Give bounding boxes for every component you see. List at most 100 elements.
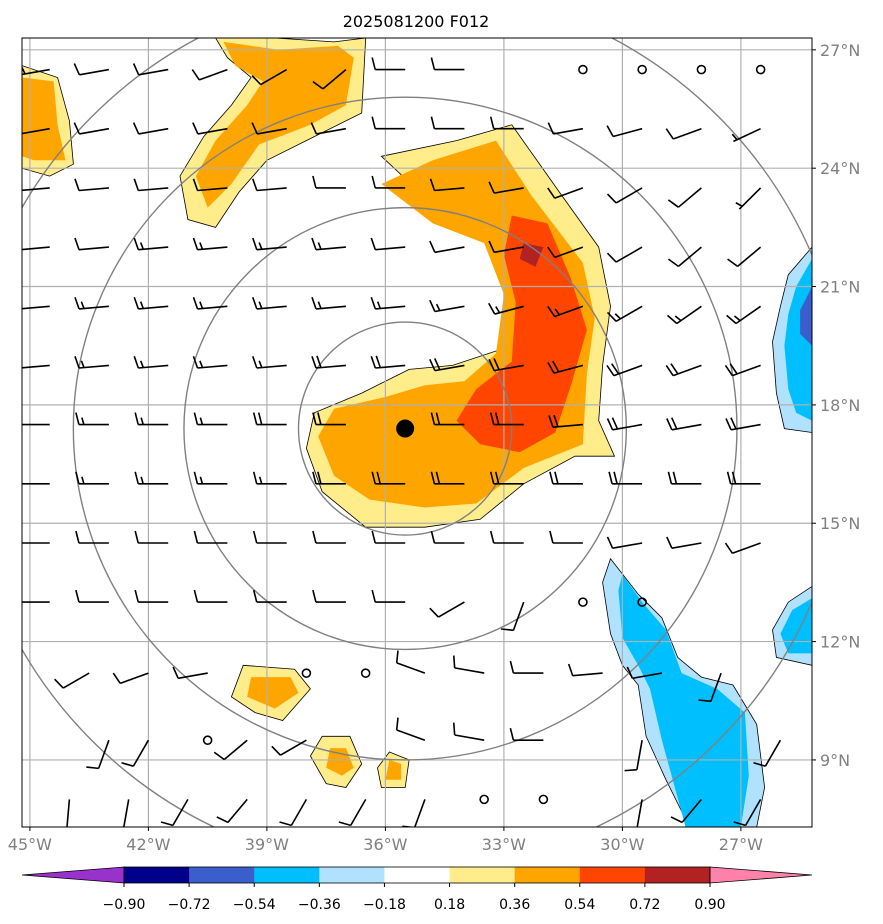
plot-frame: [21, 37, 813, 828]
wind-barb: [133, 178, 169, 192]
barb-half-feather: [376, 301, 382, 309]
barb-full-feather: [75, 530, 80, 544]
wind-barb: [549, 530, 583, 544]
wind-barb: [134, 412, 169, 426]
barb-full-feather: [252, 178, 258, 191]
barb-shaft: [554, 246, 584, 259]
wind-barb: [75, 530, 109, 544]
wind-barb: [549, 471, 583, 485]
wind-barb: [665, 127, 702, 140]
barb-full-feather: [193, 589, 199, 603]
barb-full-feather: [606, 418, 614, 431]
wind-barb: [429, 299, 465, 313]
barb-shaft: [79, 68, 110, 76]
barb-full-feather: [192, 178, 199, 191]
barb-full-feather: [160, 821, 174, 827]
wind-barb: [666, 536, 702, 549]
barb-shaft: [710, 672, 722, 702]
barb-full-feather: [133, 296, 140, 310]
barb-full-feather: [75, 471, 80, 484]
barb-full-feather: [552, 360, 560, 373]
barb-full-feather: [567, 663, 574, 676]
barb-half-feather: [139, 242, 145, 250]
wind-barb: [548, 414, 583, 429]
wind-barb: [606, 187, 643, 204]
barb-full-feather: [606, 252, 617, 263]
barb-shaft: [22, 187, 50, 192]
wind-barb: [370, 237, 406, 251]
wind-barb: [665, 363, 702, 377]
barb-shaft: [744, 799, 762, 826]
barb-half-feather: [140, 476, 144, 485]
barb-full-feather: [133, 178, 140, 191]
barb-full-feather: [134, 412, 139, 425]
barb-shaft: [22, 127, 50, 135]
barb-full-feather: [489, 116, 495, 129]
barb-full-feather: [430, 530, 436, 544]
barb-full-feather: [111, 827, 123, 832]
wind-barb: [547, 360, 584, 374]
barb-shaft: [677, 187, 702, 208]
barb-shaft: [434, 364, 465, 372]
barb-full-feather: [489, 530, 495, 544]
barb-shaft: [438, 601, 465, 618]
barb-shaft: [613, 364, 643, 377]
barb-full-feather: [252, 589, 258, 603]
wind-barb: [22, 601, 50, 603]
calm-circle: [755, 64, 766, 75]
storm-center: [396, 419, 415, 438]
colorbar-tick-label: 0.18: [434, 897, 465, 913]
barb-full-feather: [613, 471, 618, 484]
wind-barb: [312, 68, 347, 90]
barb-full-feather: [311, 296, 317, 310]
wind-barb: [271, 739, 307, 756]
barb-full-feather: [213, 751, 225, 761]
barb-shaft: [636, 740, 643, 770]
barb-full-feather: [452, 722, 456, 736]
colorbar-bin: [254, 867, 320, 883]
barb-half-feather: [199, 360, 204, 368]
wind-barb: [371, 530, 406, 544]
barb-full-feather: [488, 181, 495, 194]
barb-full-feather: [312, 412, 317, 425]
barb-full-feather: [133, 237, 140, 250]
barb-full-feather: [252, 237, 258, 250]
barb-shaft: [178, 672, 208, 680]
barb-shaft: [494, 187, 524, 194]
barb-full-feather: [371, 116, 376, 129]
y-tick-label: 27°N: [820, 41, 860, 60]
wind-barb: [193, 530, 228, 544]
calm-circle: [637, 64, 647, 75]
calm-circle: [578, 597, 588, 607]
barb-shaft: [197, 127, 228, 135]
barb-full-feather: [370, 296, 377, 310]
calm-circle: [637, 597, 647, 607]
wind-barb: [22, 482, 50, 485]
barb-full-feather: [172, 666, 179, 679]
barb-full-feather: [429, 299, 436, 312]
barb-half-feather: [317, 242, 322, 250]
barb-full-feather: [493, 358, 500, 371]
barb-full-feather: [429, 178, 436, 191]
barb-shaft: [732, 364, 761, 377]
barb-full-feather: [16, 238, 20, 250]
barb-shaft: [636, 799, 643, 827]
wind-barb: [86, 739, 110, 770]
wind-barb: [666, 417, 702, 431]
wind-barb: [731, 127, 761, 143]
barb-shaft: [615, 305, 643, 322]
barb-shaft: [197, 187, 228, 192]
wind-barb: [252, 356, 287, 369]
calm-circle: [360, 668, 371, 678]
wind-barb: [192, 237, 228, 251]
barb-full-feather: [371, 57, 376, 70]
wind-barb: [310, 122, 347, 135]
barb-shaft: [494, 246, 524, 254]
barb-full-feather: [316, 355, 322, 368]
wind-barb: [312, 589, 346, 603]
barb-shaft: [22, 305, 50, 310]
barb-full-feather: [75, 412, 80, 425]
barb-half-feather: [140, 417, 144, 425]
wind-barb: [192, 296, 228, 310]
shaded-region: [800, 286, 812, 346]
